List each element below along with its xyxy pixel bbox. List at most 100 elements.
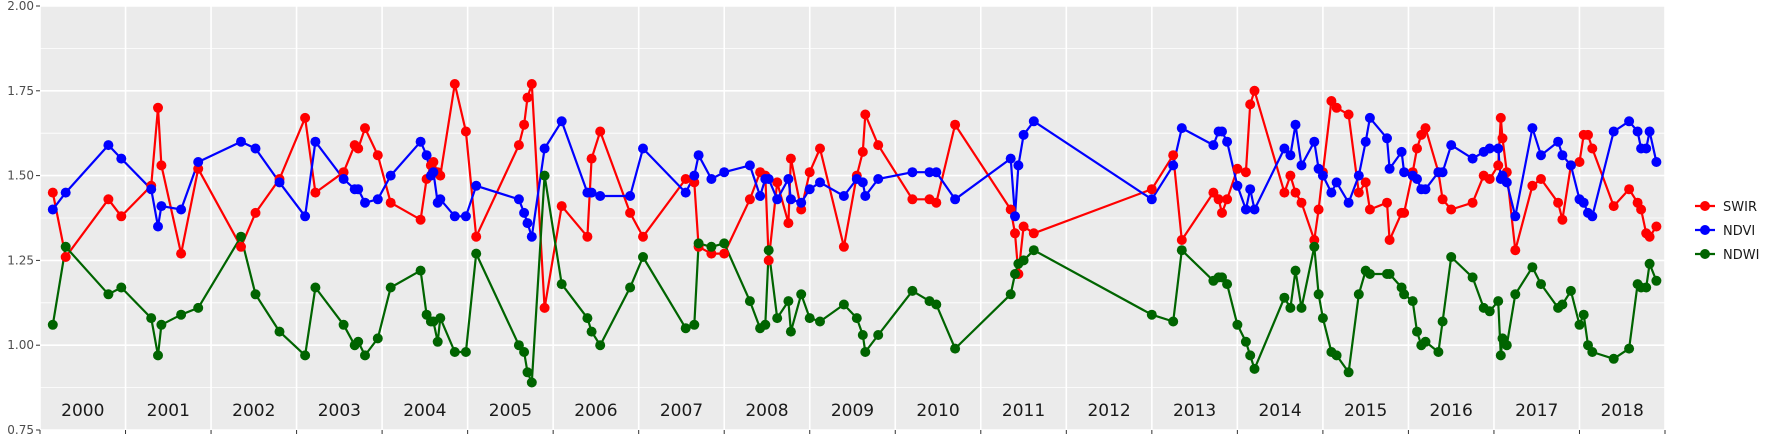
- ndwi-data-point: [1565, 285, 1576, 296]
- ndwi-data-point: [1437, 316, 1448, 327]
- swir-data-point: [785, 153, 796, 164]
- y-tick-label: 2.00: [7, 0, 34, 13]
- swir-data-point: [522, 92, 533, 103]
- ndwi-data-point: [274, 326, 285, 337]
- ndwi-data-point: [236, 231, 246, 242]
- ndvi-data-point: [460, 211, 471, 222]
- ndwi-data-point: [1279, 292, 1290, 303]
- ndvi-data-point: [860, 191, 871, 201]
- ndwi-data-point: [1412, 326, 1422, 337]
- swir-data-point: [415, 214, 426, 225]
- ndwi-data-point: [1010, 269, 1020, 279]
- swir-data-point: [1331, 102, 1342, 113]
- ndvi-data-point: [1232, 180, 1243, 191]
- ndwi-data-point: [1578, 309, 1589, 320]
- swir-data-point: [1364, 204, 1375, 215]
- swir-data-point: [744, 194, 755, 205]
- series-points: [47, 79, 1662, 388]
- swir-data-point: [176, 248, 187, 259]
- ndwi-data-point: [1527, 262, 1538, 273]
- swir-data-point: [1290, 187, 1301, 198]
- x-axis: 2000 2001 2002 2003 2004 2005 2006 2007 2008 2009…: [39, 401, 1666, 434]
- ndwi-data-point: [860, 347, 871, 357]
- ndvi-data-point: [1553, 136, 1564, 147]
- ndvi-data-point: [1565, 160, 1576, 171]
- ndvi-data-point: [1624, 116, 1635, 127]
- ndvi-data-point: [1245, 184, 1256, 195]
- ndwi-data-point: [460, 347, 471, 357]
- swir-data-point: [719, 248, 730, 259]
- swir-data-point: [250, 207, 261, 218]
- ndvi-data-point: [1510, 211, 1521, 222]
- year-label: 2018: [1601, 401, 1644, 421]
- ndvi-data-point: [300, 211, 311, 222]
- swir-data-point: [353, 143, 364, 154]
- swir-data-point: [595, 126, 606, 137]
- ndwi-data-point: [522, 367, 533, 378]
- ndwi-data-point: [1028, 245, 1039, 256]
- ndwi-data-point: [1501, 340, 1512, 351]
- ndvi-data-point: [1222, 136, 1233, 147]
- ndvi-data-point: [1331, 177, 1342, 188]
- ndvi-data-point: [146, 184, 157, 195]
- ndvi-data-point: [1484, 143, 1495, 154]
- swir-data-point: [1624, 184, 1635, 195]
- ndwi-data-point: [526, 377, 537, 388]
- swir-data-point: [1010, 228, 1020, 239]
- year-label: 2006: [574, 401, 617, 421]
- ndvi-data-point: [744, 160, 755, 171]
- ndwi-data-point: [1313, 289, 1324, 300]
- ndwi-data-point: [1420, 336, 1431, 347]
- year-label: 2004: [403, 401, 446, 421]
- swir-data-point: [1232, 163, 1243, 174]
- swir-data-point: [838, 241, 849, 252]
- ndwi-data-point: [1249, 363, 1260, 374]
- swir-data-point: [360, 123, 370, 134]
- ndvi-data-point: [471, 180, 482, 191]
- ndwi-data-point: [857, 330, 868, 340]
- swir-data-point: [1240, 167, 1251, 178]
- ndvi-data-point: [1493, 143, 1504, 154]
- swir-data-point: [526, 79, 537, 89]
- ndvi-data-point: [796, 197, 807, 208]
- ndwi-data-point: [744, 296, 755, 307]
- ndvi-data-point: [680, 187, 691, 198]
- ndvi-data-point: [1317, 170, 1328, 181]
- ndwi-data-point: [1176, 245, 1187, 256]
- ndvi-data-point: [1285, 150, 1296, 161]
- ndwi-data-point: [1433, 347, 1444, 357]
- ndwi-data-point: [1343, 367, 1354, 378]
- ndvi-data-point: [449, 211, 460, 222]
- ndwi-data-point: [156, 319, 167, 330]
- ndvi-data-point: [950, 194, 961, 205]
- ndvi-data-point: [274, 177, 285, 188]
- ndvi-data-point: [1632, 126, 1643, 137]
- ndwi-data-point: [1446, 252, 1457, 262]
- ndvi-data-point: [772, 194, 783, 205]
- ndvi-data-point: [586, 187, 597, 198]
- ndwi-data-point: [689, 319, 700, 330]
- ndvi-data-point: [1353, 170, 1364, 181]
- swir-data-point: [1510, 245, 1521, 256]
- ndvi-data-point: [236, 136, 246, 147]
- ndwi-data-point: [1574, 319, 1585, 330]
- ndwi-data-point: [338, 319, 349, 330]
- swir-data-point: [471, 231, 482, 242]
- swir-data-point: [804, 167, 815, 178]
- swir-data-point: [1360, 177, 1371, 188]
- swir-data-point: [1249, 85, 1260, 96]
- ndvi-data-point: [435, 194, 446, 205]
- ndwi-data-point: [1484, 306, 1495, 317]
- ndwi-data-point: [1018, 255, 1029, 266]
- swir-data-point: [1527, 180, 1538, 191]
- swir-data-point: [385, 197, 396, 208]
- year-label: 2009: [831, 401, 874, 421]
- ndwi-data-point: [1364, 269, 1375, 279]
- swir-data-point: [783, 218, 794, 229]
- ndvi-data-point: [857, 177, 868, 188]
- ndvi-data-point: [526, 231, 537, 242]
- ndvi-data-point: [1018, 129, 1029, 140]
- ndvi-data-point: [338, 174, 349, 184]
- ndvi-data-point: [153, 221, 163, 232]
- year-label: 2011: [1002, 401, 1045, 421]
